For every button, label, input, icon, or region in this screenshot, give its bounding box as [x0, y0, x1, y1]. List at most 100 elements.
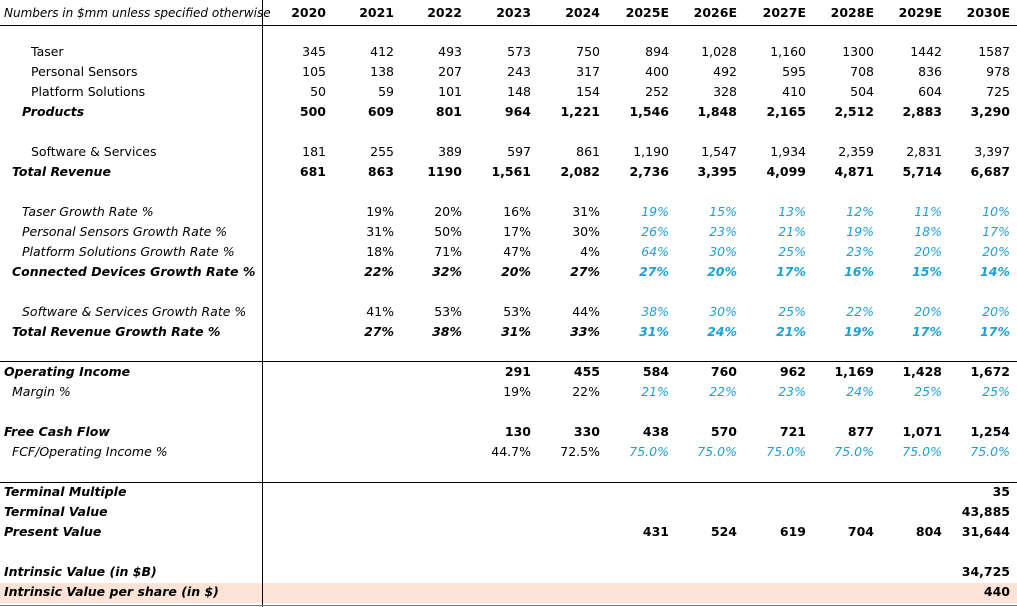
- table-cell: 43,885: [961, 504, 1010, 519]
- table-cell: 23%: [846, 244, 874, 259]
- table-cell: 53%: [503, 304, 531, 319]
- table-cell: 25%: [982, 384, 1010, 399]
- table-cell: 31%: [366, 224, 394, 239]
- table-cell: 25%: [914, 384, 942, 399]
- table-cell: 14%: [980, 264, 1010, 279]
- table-cell: 760: [710, 364, 737, 379]
- table-row: Personal Sensors Growth Rate % 31% 50% 17% 3…: [0, 222, 1017, 242]
- table-cell: 64%: [641, 244, 669, 259]
- table-cell: [260, 422, 326, 442]
- table-cell: 1,547: [701, 144, 737, 159]
- row-label: Terminal Multiple: [4, 484, 127, 499]
- table-cell: 3,395: [697, 164, 737, 179]
- table-cell: 44%: [572, 304, 600, 319]
- table-cell: 609: [367, 104, 394, 119]
- table-cell: [671, 582, 737, 602]
- row-label: Personal Sensors Growth Rate %: [22, 224, 228, 239]
- table-row: Personal Sensors 105 138 207 243 317 400 492 595…: [0, 62, 1017, 82]
- table-cell: 2,883: [902, 104, 942, 119]
- table-cell: 22%: [364, 264, 394, 279]
- table-cell: 2,736: [629, 164, 669, 179]
- bottom-border: [0, 605, 1017, 606]
- table-cell: 1,934: [770, 144, 806, 159]
- table-cell: [328, 382, 394, 402]
- table-cell: [260, 442, 326, 462]
- table-cell: 438: [642, 424, 669, 439]
- year-header: 2029E: [898, 5, 942, 20]
- table-row: Taser 345 412 493 573 750 894 1,028 1,160 1300 144…: [0, 42, 1017, 62]
- table-cell: 317: [576, 64, 600, 79]
- table-cell: 978: [986, 64, 1010, 79]
- table-cell: 50: [310, 84, 326, 99]
- table-cell: 20%: [707, 264, 737, 279]
- table-cell: 964: [504, 104, 531, 119]
- table-cell: 504: [850, 84, 874, 99]
- table-cell: 11%: [914, 204, 942, 219]
- table-cell: [671, 502, 737, 522]
- table-row: Free Cash Flow 130 330 438 570 721 877 1,071 1,2…: [0, 422, 1017, 442]
- table-cell: 105: [302, 64, 326, 79]
- table-cell: 21%: [778, 224, 806, 239]
- table-cell: 38%: [432, 324, 462, 339]
- row-label: Platform Solutions Growth Rate %: [22, 244, 235, 259]
- table-cell: 524: [710, 524, 737, 539]
- table-cell: 252: [645, 84, 669, 99]
- row-label: Intrinsic Value (in $B): [4, 564, 157, 579]
- table-cell: 25%: [778, 304, 806, 319]
- table-cell: [396, 422, 462, 442]
- table-cell: 492: [713, 64, 737, 79]
- table-cell: [808, 562, 874, 582]
- table-cell: 345: [302, 44, 326, 59]
- table-cell: 410: [782, 84, 806, 99]
- row-label: Personal Sensors: [31, 64, 138, 79]
- table-cell: 500: [299, 104, 326, 119]
- table-cell: [740, 562, 806, 582]
- table-cell: 2,082: [560, 164, 600, 179]
- table-cell: 291: [504, 364, 531, 379]
- table-cell: 75.0%: [766, 444, 806, 459]
- table-cell: 801: [435, 104, 462, 119]
- year-header: 2023: [496, 5, 531, 20]
- table-cell: 75.0%: [970, 444, 1010, 459]
- table-cell: [328, 502, 394, 522]
- table-cell: [603, 502, 669, 522]
- table-cell: 836: [918, 64, 942, 79]
- table-cell: 24%: [846, 384, 874, 399]
- table-cell: 2,512: [834, 104, 874, 119]
- table-row: Intrinsic Value (in $B) 34,725: [0, 562, 1017, 582]
- table-cell: [260, 522, 326, 542]
- table-cell: 1587: [978, 44, 1010, 59]
- table-cell: 1,221: [560, 104, 600, 119]
- table-cell: 15%: [912, 264, 942, 279]
- valuation-section-border: [0, 482, 1017, 483]
- table-cell: 21%: [776, 324, 806, 339]
- table-row: Total Revenue Growth Rate % 27% 38% 31% 33% 3…: [0, 322, 1017, 342]
- table-row: Connected Devices Growth Rate % 22% 32% 20%…: [0, 262, 1017, 282]
- table-cell: 25%: [778, 244, 806, 259]
- table-cell: 41%: [366, 304, 394, 319]
- table-cell: 18%: [366, 244, 394, 259]
- row-label: Software & Services Growth Rate %: [22, 304, 247, 319]
- label-divider: [262, 0, 263, 607]
- table-cell: [328, 522, 394, 542]
- table-cell: 22%: [709, 384, 737, 399]
- table-cell: [534, 502, 600, 522]
- table-cell: 27%: [570, 264, 600, 279]
- table-cell: 708: [850, 64, 874, 79]
- table-cell: [328, 362, 394, 382]
- table-cell: 21%: [641, 384, 669, 399]
- table-cell: 19%: [846, 224, 874, 239]
- table-cell: 1,546: [629, 104, 669, 119]
- table-cell: 570: [710, 424, 737, 439]
- table-cell: [603, 582, 669, 602]
- table-row: Taser Growth Rate % 19% 20% 16% 31% 19% 15% 13%…: [0, 202, 1017, 222]
- year-header: 2024: [565, 5, 600, 20]
- table-cell: [808, 482, 874, 502]
- year-header: 2022: [427, 5, 462, 20]
- table-cell: 597: [507, 144, 531, 159]
- table-cell: [328, 562, 394, 582]
- table-cell: 20%: [982, 244, 1010, 259]
- table-cell: 5,714: [902, 164, 942, 179]
- table-cell: 101: [438, 84, 462, 99]
